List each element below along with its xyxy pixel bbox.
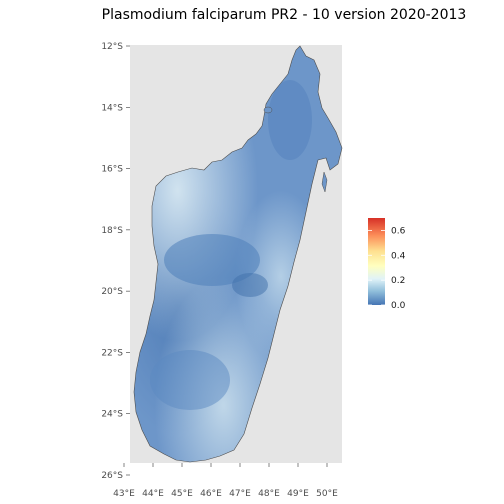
x-axis: 43°E 44°E 45°E 46°E 47°E 48°E 49°E 50°E bbox=[113, 463, 338, 499]
map-title: Plasmodium falciparum PR2 - 10 version 2… bbox=[101, 7, 467, 23]
y-tick-label: 24°S bbox=[101, 410, 123, 420]
x-tick-label: 50°E bbox=[316, 489, 338, 499]
x-tick-label: 46°E bbox=[200, 489, 222, 499]
y-tick-label: 26°S bbox=[101, 471, 123, 481]
x-tick-label: 49°E bbox=[287, 489, 309, 499]
y-tick-label: 18°S bbox=[101, 226, 123, 236]
legend-tick-label: 0.0 bbox=[391, 301, 406, 311]
legend-ticks: 0.6 0.4 0.2 0.0 bbox=[368, 226, 406, 311]
legend-colorbar bbox=[368, 218, 385, 305]
y-tick-label: 14°S bbox=[101, 103, 123, 113]
y-tick-label: 22°S bbox=[101, 348, 123, 358]
x-tick-label: 44°E bbox=[142, 489, 164, 499]
x-tick-label: 45°E bbox=[171, 489, 193, 499]
x-tick-label: 47°E bbox=[229, 489, 251, 499]
lake-region-dark bbox=[232, 273, 268, 297]
y-tick-label: 12°S bbox=[101, 42, 123, 52]
nosy-be-island bbox=[263, 106, 273, 114]
legend-tick-label: 0.4 bbox=[391, 251, 406, 261]
y-tick-label: 16°S bbox=[101, 165, 123, 175]
color-legend: 0.6 0.4 0.2 0.0 bbox=[368, 218, 406, 311]
y-tick-label: 20°S bbox=[101, 287, 123, 297]
sainte-marie-island bbox=[321, 171, 328, 193]
y-axis: 12°S 14°S 16°S 18°S 20°S 22°S 24°S 26°S bbox=[101, 42, 130, 481]
legend-tick-label: 0.6 bbox=[391, 226, 406, 236]
x-tick-label: 48°E bbox=[258, 489, 280, 499]
central-highlands-dark-region bbox=[164, 234, 260, 286]
legend-tick-label: 0.2 bbox=[391, 276, 405, 286]
coastline bbox=[133, 45, 343, 463]
x-tick-label: 43°E bbox=[113, 489, 135, 499]
